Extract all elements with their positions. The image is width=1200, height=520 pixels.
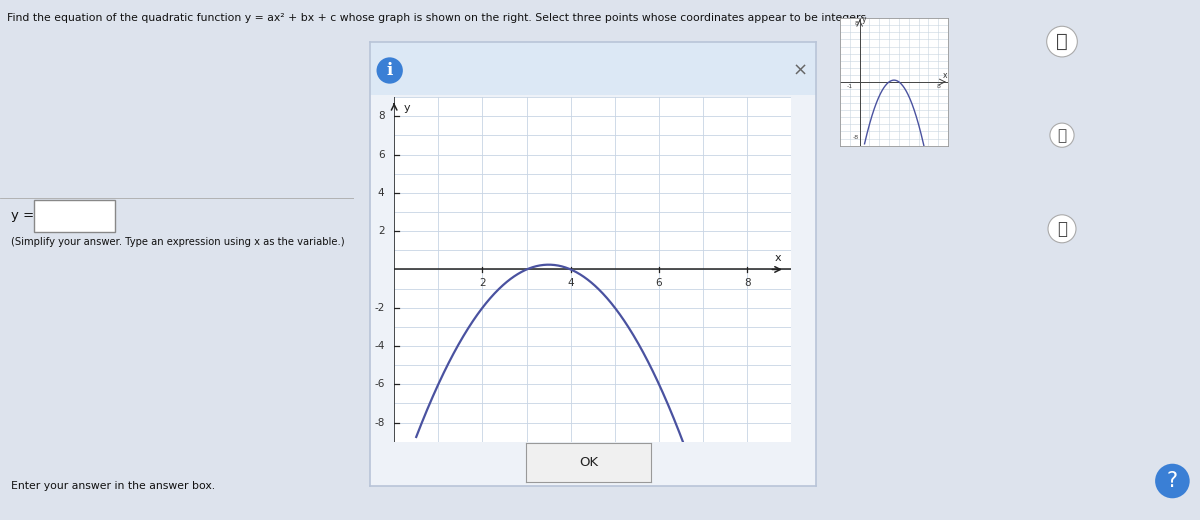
Text: -1: -1 — [847, 84, 853, 89]
Text: -4: -4 — [374, 341, 384, 351]
Text: y: y — [404, 103, 410, 113]
Text: 4: 4 — [568, 278, 574, 288]
Text: x: x — [943, 71, 948, 80]
Text: -8: -8 — [374, 418, 384, 427]
Text: ×: × — [793, 61, 808, 80]
Text: -2: -2 — [374, 303, 384, 313]
Text: 2: 2 — [378, 226, 384, 236]
Text: ⌕: ⌕ — [1056, 32, 1068, 51]
Text: 8: 8 — [854, 21, 859, 27]
Text: 8: 8 — [378, 111, 384, 121]
Text: -8: -8 — [852, 135, 859, 139]
Text: y: y — [862, 15, 866, 24]
Text: Enter your answer in the answer box.: Enter your answer in the answer box. — [11, 481, 215, 491]
Text: Find the equation of the quadratic function y = ax² + bx + c whose graph is show: Find the equation of the quadratic funct… — [7, 13, 870, 23]
Text: ⌕: ⌕ — [1057, 128, 1067, 142]
Text: 6: 6 — [655, 278, 662, 288]
Text: 8: 8 — [936, 84, 940, 89]
Text: 2: 2 — [479, 278, 486, 288]
FancyBboxPatch shape — [34, 200, 115, 232]
Text: 6: 6 — [378, 150, 384, 160]
FancyBboxPatch shape — [370, 42, 816, 95]
Text: y =: y = — [11, 209, 34, 223]
Text: 4: 4 — [378, 188, 384, 198]
Text: x: x — [775, 253, 781, 263]
Text: (Simplify your answer. Type an expression using x as the variable.): (Simplify your answer. Type an expressio… — [11, 237, 344, 246]
Text: OK: OK — [578, 456, 598, 469]
Text: 8: 8 — [744, 278, 751, 288]
Text: ?: ? — [1166, 471, 1178, 491]
Text: ℹ: ℹ — [386, 61, 392, 80]
Text: -6: -6 — [374, 379, 384, 389]
Text: ⧉: ⧉ — [1057, 220, 1067, 238]
